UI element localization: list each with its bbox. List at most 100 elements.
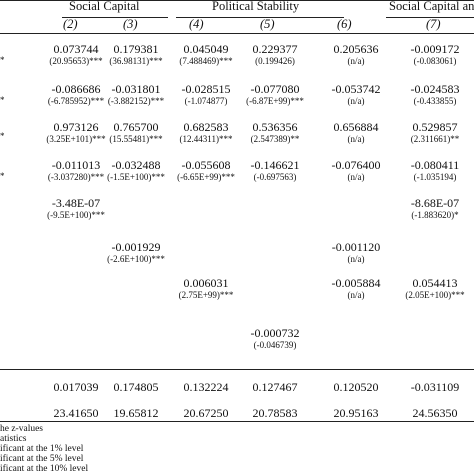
coefficient-value: -0.077080 [250, 82, 300, 96]
table-note: he z-values [0, 424, 43, 434]
z-value: (n/a) [347, 290, 365, 300]
z-value: (-3.037280)*** [47, 172, 105, 182]
z-value: (-1.5E+100)*** [107, 172, 165, 182]
statistic-value: 0.132224 [183, 380, 229, 394]
coefficient-value: -0.076400 [331, 158, 381, 172]
column-number-4: (4) [189, 17, 204, 31]
z-value: (2.547389)** [250, 134, 300, 144]
z-value: (2.75E+99)*** [178, 290, 234, 300]
z-value: (20.95653)*** [49, 56, 103, 66]
column-number-2: (2) [63, 17, 78, 31]
statistic-value: 0.127467 [252, 380, 298, 394]
statistic-value: 0.120520 [333, 380, 379, 394]
left-significance-mark: * [0, 95, 5, 105]
statistic-value: -0.031109 [410, 380, 460, 394]
coefficient-value: 0.073744 [53, 42, 99, 56]
coefficient-value: -0.032488 [111, 158, 161, 172]
column-number-7: (7) [426, 17, 441, 31]
coefficient-value: -0.086686 [51, 82, 101, 96]
z-value: (-1.035194) [413, 172, 457, 182]
coefficient-value: -0.031801 [111, 82, 161, 96]
coefficient-value: -8.68E-07 [410, 196, 460, 210]
column-number-5: (5) [260, 17, 275, 31]
header-bottom-rule [0, 33, 474, 34]
statistic-value: 20.67250 [183, 406, 229, 420]
coefficient-value: 0.536356 [252, 120, 298, 134]
z-value: (-1.074877) [184, 96, 228, 106]
group-header-social-capital: Social Capital [69, 0, 140, 13]
top-rule [0, 0, 474, 1]
z-value: (n/a) [347, 134, 365, 144]
coefficient-value: 0.765700 [113, 120, 159, 134]
left-significance-mark: * [0, 171, 5, 181]
coefficient-value: -3.48E-07 [51, 196, 101, 210]
group-header-social-capital-and: Social Capital and [389, 0, 474, 13]
column-number-6: (6) [337, 17, 352, 31]
coefficient-value: -0.011013 [51, 158, 101, 172]
table-bottom-rule [0, 421, 474, 422]
statistic-value: 20.78583 [252, 406, 298, 420]
coefficient-value: -0.001120 [331, 240, 381, 254]
coefficient-value: 0.682583 [183, 120, 229, 134]
z-value: (-9.5E+100)*** [47, 210, 105, 220]
statistic-value: 0.174805 [113, 380, 159, 394]
group-underline-social-capital-and [386, 17, 474, 18]
z-value: (-0.083061) [413, 56, 457, 66]
coefficient-value: 0.229377 [252, 42, 298, 56]
z-value: (7.488469)*** [179, 56, 233, 66]
coefficient-value: -0.028515 [181, 82, 231, 96]
z-value: (2.05E+100)*** [405, 290, 465, 300]
coefficient-value: 0.205636 [333, 42, 379, 56]
group-underline-social-capital [62, 17, 168, 18]
body-bottom-rule [0, 369, 474, 370]
coefficient-value: -0.053742 [331, 82, 381, 96]
z-value: (2.311661)** [410, 134, 460, 144]
coefficient-value: -0.055608 [181, 158, 231, 172]
coefficient-value: -0.005884 [331, 276, 381, 290]
table-note: atistics [0, 434, 27, 444]
coefficient-value: 0.054413 [412, 276, 458, 290]
group-header-political-stability: Political Stability [212, 0, 300, 13]
coefficient-value: 0.973126 [53, 120, 99, 134]
z-value: (-0.697563) [253, 172, 297, 182]
z-value: (-0.433855) [413, 96, 457, 106]
left-significance-mark: * [0, 55, 5, 65]
z-value: (12.44311)*** [179, 134, 233, 144]
statistic-value: 20.95163 [333, 406, 379, 420]
table-note: ificant at the 10% level [0, 464, 89, 474]
z-value: (n/a) [347, 56, 365, 66]
statistic-value: 0.017039 [53, 380, 99, 394]
statistic-value: 19.65812 [113, 406, 159, 420]
z-value: (36.98131)*** [109, 56, 163, 66]
z-value: (-6.785952)*** [47, 96, 105, 106]
z-value: (-1.883620)* [411, 210, 459, 220]
coefficient-value: -0.000732 [250, 326, 300, 340]
coefficient-value: -0.009172 [410, 42, 460, 56]
group-underline-political-stability [176, 17, 344, 18]
coefficient-value: 0.006031 [183, 276, 229, 290]
z-value: (3.25E+101)*** [46, 134, 106, 144]
coefficient-value: 0.656884 [333, 120, 379, 134]
coefficient-value: -0.146621 [250, 158, 300, 172]
z-value: (15.55481)*** [109, 134, 163, 144]
statistic-value: 23.41650 [53, 406, 99, 420]
z-value: (-2.6E+100)*** [107, 254, 165, 264]
z-value: (-0.046739) [253, 340, 297, 350]
coefficient-value: -0.080411 [410, 158, 460, 172]
z-value: (-3.882152)*** [107, 96, 165, 106]
z-value: (-6.87E+99)*** [246, 96, 304, 106]
table-note: ificant at the 5% level [0, 454, 84, 464]
coefficient-value: -0.001929 [111, 240, 161, 254]
left-significance-mark: * [0, 131, 5, 141]
coefficient-value: 0.045049 [183, 42, 229, 56]
coefficient-value: 0.179381 [113, 42, 159, 56]
coefficient-value: -0.024583 [410, 82, 460, 96]
column-number-3: (3) [123, 17, 138, 31]
z-value: (n/a) [347, 254, 365, 264]
statistic-value: 24.56350 [412, 406, 458, 420]
coefficient-value: 0.529857 [412, 120, 458, 134]
z-value: (-6.65E+99)*** [177, 172, 235, 182]
table-note: ificant at the 1% level [0, 444, 84, 454]
z-value: (0.199426) [255, 56, 295, 66]
z-value: (n/a) [347, 96, 365, 106]
